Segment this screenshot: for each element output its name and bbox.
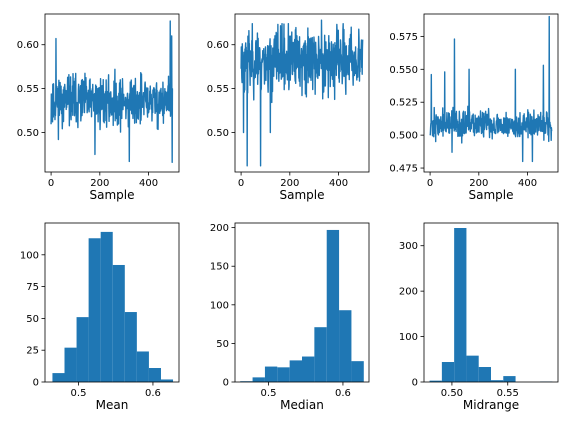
y-tick-label: 0 (412, 378, 418, 389)
x-axis-label: Sample (90, 188, 135, 202)
x-tick-label: 400 (329, 178, 348, 189)
histogram-bar (112, 264, 125, 382)
histogram-bar (351, 361, 364, 382)
y-tick-label: 50 (26, 314, 39, 325)
histogram-bar (441, 362, 455, 382)
y-tick-label: 0.55 (17, 84, 39, 95)
histogram-bar (100, 231, 113, 382)
y-tick-label: 0.50 (17, 128, 39, 139)
x-axis-label: Mean (96, 398, 129, 412)
axes-frame (44, 13, 180, 173)
x-tick-label: 0.50 (441, 388, 463, 399)
histogram-bar (503, 376, 516, 382)
axes-frame (234, 13, 370, 173)
y-tick-label: 0.500 (389, 131, 418, 142)
x-tick-label: 0.55 (497, 388, 519, 399)
panel-median-histogram: 0.5 0.6 0 50 100 150 200 Median (210, 222, 370, 412)
axes-frame (423, 222, 559, 383)
y-tick-label: 0.50 (207, 128, 229, 139)
x-tick-label: 0.5 (261, 388, 277, 399)
y-tick-label: 0 (223, 378, 229, 389)
y-tick-label: 200 (399, 287, 418, 298)
histogram-bar (148, 368, 161, 382)
y-tick-label: 0.55 (207, 84, 229, 95)
y-tick-label: 0.525 (389, 98, 418, 109)
x-axis-label: Sample (469, 188, 514, 202)
panel-mean-trace: 0 200 400 0.50 0.55 0.60 Sample (17, 13, 180, 202)
x-axis-label: Median (280, 398, 324, 412)
x-tick-label: 400 (518, 178, 537, 189)
histogram-bar (88, 238, 101, 382)
y-tick-label: 200 (210, 223, 229, 234)
histogram-bar (136, 351, 149, 382)
y-tick-label: 25 (26, 346, 39, 357)
histogram-bar (314, 327, 327, 382)
series-line (429, 15, 553, 163)
histogram-bar (52, 373, 65, 382)
y-tick-label: 100 (399, 332, 418, 343)
x-tick-label: 0 (427, 178, 433, 189)
histogram-bar (277, 367, 290, 382)
panel-midrange-histogram: 0.50 0.55 0 100 200 300 Midrange (399, 222, 559, 412)
histogram-bar (454, 228, 467, 382)
x-tick-label: 200 (280, 178, 299, 189)
panel-midrange-trace: 0 200 400 0.475 0.500 0.525 0.550 0.575 Sample (389, 13, 559, 202)
histogram-bar (478, 367, 491, 382)
y-tick-label: 0.575 (389, 32, 418, 43)
histogram-bar (264, 366, 278, 382)
x-tick-label: 200 (90, 178, 109, 189)
y-tick-label: 0.60 (207, 40, 229, 51)
histogram-bar (491, 380, 504, 382)
axes-frame (44, 222, 180, 383)
y-tick-label: 0.475 (389, 164, 418, 175)
histogram-bar (289, 360, 302, 382)
series-line (50, 20, 174, 164)
x-tick-label: 0.6 (335, 388, 351, 399)
axes-frame (234, 222, 370, 383)
x-axis-label: Sample (280, 188, 325, 202)
histogram-bar (124, 312, 137, 382)
histogram-bar (252, 377, 265, 382)
x-tick-label: 0 (48, 178, 54, 189)
panel-mean-histogram: 0.5 0.6 0 25 50 75 100 Mean (20, 222, 180, 412)
y-tick-label: 50 (216, 339, 229, 350)
y-tick-label: 0.60 (17, 40, 39, 51)
histogram-bar (302, 356, 315, 382)
y-tick-label: 100 (20, 250, 39, 261)
x-tick-label: 200 (469, 178, 488, 189)
histogram-bar (326, 229, 340, 382)
series-line (240, 19, 364, 167)
x-tick-label: 0.6 (145, 388, 161, 399)
y-tick-label: 0.550 (389, 65, 418, 76)
x-axis-label: Midrange (463, 398, 519, 412)
histogram-bar (64, 347, 77, 382)
y-tick-label: 300 (399, 241, 418, 252)
histogram-bar (76, 317, 89, 382)
y-tick-label: 0 (33, 378, 39, 389)
y-tick-label: 100 (210, 300, 229, 311)
y-tick-label: 75 (26, 282, 39, 293)
x-tick-label: 400 (139, 178, 158, 189)
histogram-bar (160, 379, 174, 382)
histogram-bar (466, 355, 479, 382)
histogram-bar (339, 310, 352, 382)
x-tick-label: 0 (238, 178, 244, 189)
x-tick-label: 0.5 (71, 388, 87, 399)
axes-frame (423, 13, 559, 173)
histogram-bar (429, 380, 442, 382)
panel-median-trace: 0 200 400 0.50 0.55 0.60 Sample (207, 13, 370, 202)
y-tick-label: 150 (210, 262, 229, 273)
